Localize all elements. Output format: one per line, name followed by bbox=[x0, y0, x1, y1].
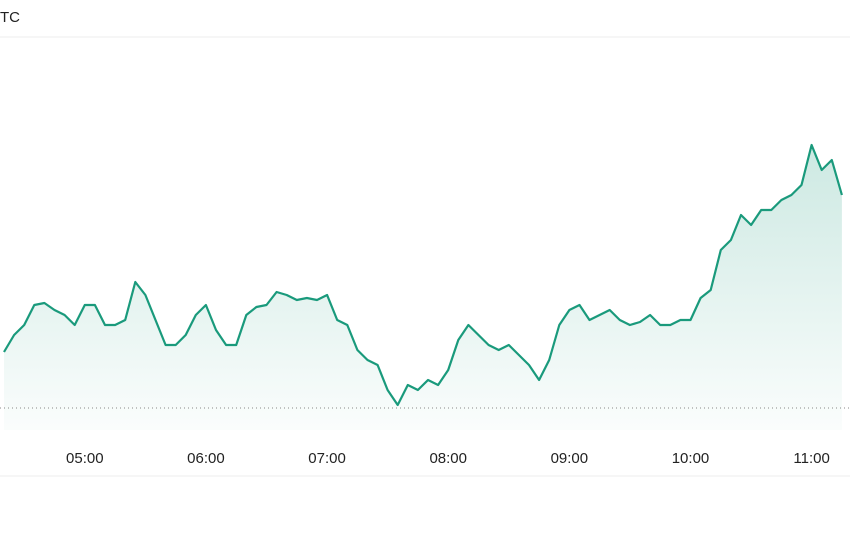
price-line bbox=[3, 143, 843, 407]
x-tick-label: 08:00 bbox=[429, 450, 467, 467]
x-tick-label: 11:00 bbox=[793, 450, 829, 467]
x-tick-label: 09:00 bbox=[551, 450, 589, 467]
x-tick-label: 05:00 bbox=[66, 450, 104, 467]
x-tick-label: 06:00 bbox=[187, 450, 225, 467]
area-fill bbox=[4, 145, 842, 430]
x-tick-label: 07:00 bbox=[308, 450, 346, 467]
x-tick-label: 10:00 bbox=[672, 450, 710, 467]
chart-title: TC bbox=[0, 9, 20, 26]
